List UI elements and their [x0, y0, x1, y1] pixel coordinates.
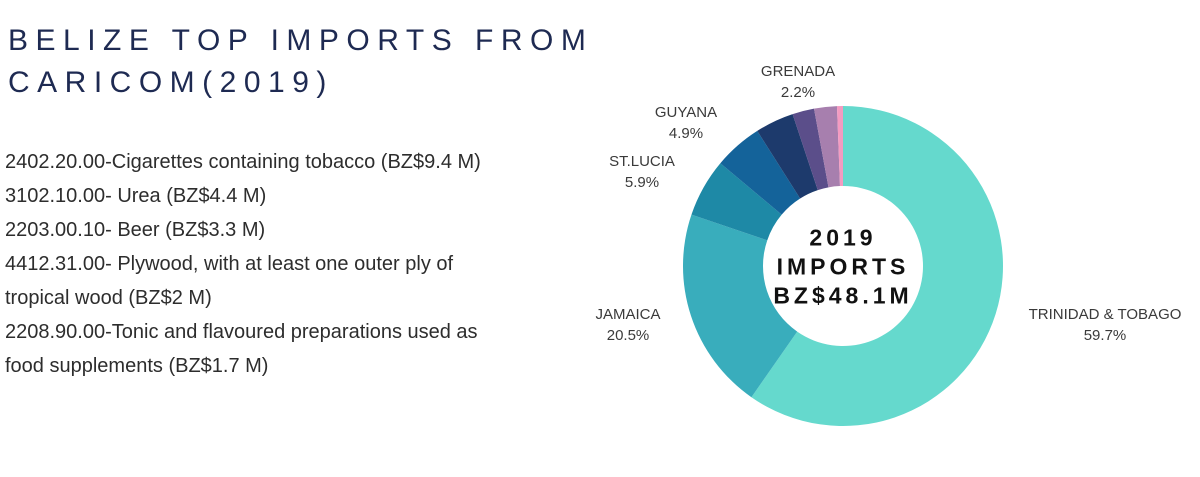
- center-label-amount: BZ$48.1M: [773, 282, 913, 309]
- donut-segment-jamaica: [682, 214, 798, 398]
- donut-center-label: 2019 IMPORTS BZ$48.1M: [773, 224, 912, 311]
- donut-segment-guyana: [720, 130, 801, 215]
- label-guyana-pct: 4.9%: [668, 125, 704, 142]
- center-label-year: 2019: [809, 224, 877, 251]
- label-trinidad-tobago: TRINIDAD & TOBAGO 59.7%: [1029, 304, 1182, 346]
- label-st-lucia-name: ST.LUCIA: [609, 153, 675, 170]
- donut-segment-unlabeled-6: [814, 106, 840, 188]
- label-grenada-pct: 2.2%: [780, 84, 816, 101]
- center-label-title: IMPORTS: [776, 253, 910, 280]
- label-st-lucia-pct: 5.9%: [624, 174, 660, 191]
- label-jamaica: JAMAICA 20.5%: [595, 304, 660, 346]
- donut-segment-trinidad-tobago: [751, 106, 1004, 427]
- label-st-lucia: ST.LUCIA 5.9%: [609, 151, 675, 193]
- title-line-2: CARICOM(2019): [8, 66, 334, 99]
- label-grenada: GRENADA 2.2%: [761, 61, 835, 103]
- page-title: BELIZE TOP IMPORTS FROM CARICOM(2019): [8, 20, 593, 104]
- label-trinidad-tobago-name: TRINIDAD & TOBAGO: [1028, 306, 1182, 323]
- donut-segment-unlabeled-7: [836, 105, 843, 187]
- donut-segment-unlabeled-4: [757, 114, 818, 199]
- title-line-1: BELIZE TOP IMPORTS FROM: [8, 24, 594, 57]
- imports-list-line: 4412.31.00- Plywood, with at least one o…: [5, 253, 454, 275]
- label-grenada-name: GRENADA: [760, 63, 836, 80]
- imports-list-line: 2402.20.00-Cigarettes containing tobacco…: [5, 151, 481, 173]
- imports-list-line: 3102.10.00- Urea (BZ$4.4 M): [5, 185, 267, 207]
- donut-segment-grenada: [792, 108, 829, 191]
- label-jamaica-name: JAMAICA: [595, 306, 661, 323]
- imports-list-line: 2208.90.00-Tonic and flavoured preparati…: [5, 321, 478, 343]
- label-guyana: GUYANA 4.9%: [655, 102, 717, 144]
- donut-svg: [682, 105, 1004, 427]
- imports-list: 2402.20.00-Cigarettes containing tobacco…: [5, 145, 481, 383]
- imports-list-line: tropical wood (BZ$2 M): [5, 287, 212, 309]
- imports-list-line: food supplements (BZ$1.7 M): [5, 355, 269, 377]
- donut-segment-st-lucia: [691, 163, 782, 241]
- imports-list-line: 2203.00.10- Beer (BZ$3.3 M): [5, 219, 266, 241]
- label-guyana-name: GUYANA: [654, 104, 718, 121]
- label-jamaica-pct: 20.5%: [606, 327, 650, 344]
- label-trinidad-tobago-pct: 59.7%: [1083, 327, 1127, 344]
